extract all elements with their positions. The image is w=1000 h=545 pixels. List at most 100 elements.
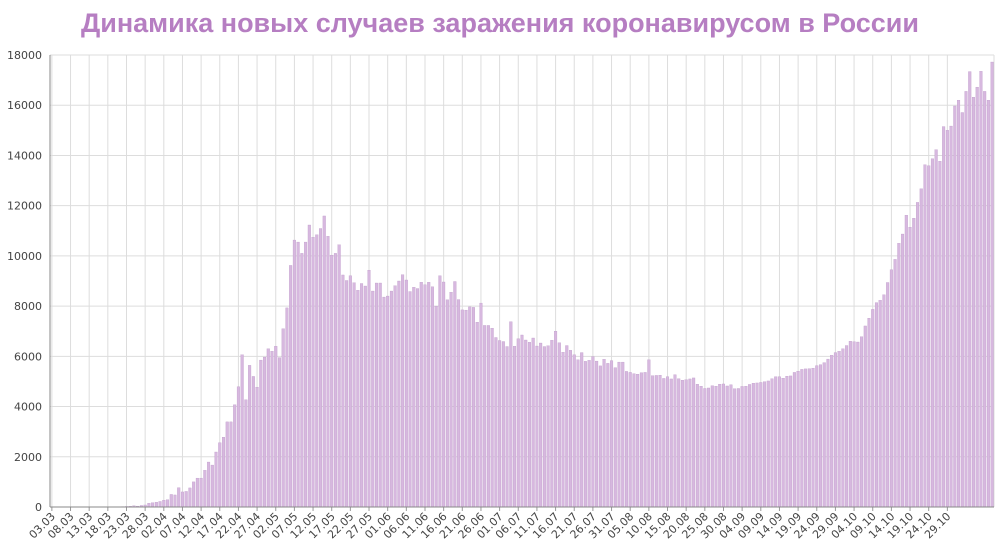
bar [535, 345, 539, 508]
bar [412, 287, 416, 508]
bar [919, 188, 923, 508]
bar [874, 302, 878, 508]
bar [513, 346, 517, 508]
bar [367, 270, 371, 508]
bar [404, 279, 408, 508]
bar [990, 61, 994, 508]
bar [445, 299, 449, 508]
bar [557, 342, 561, 508]
bar [938, 161, 942, 508]
bar [457, 299, 461, 508]
bar [807, 368, 811, 508]
bar [401, 274, 405, 508]
bar [763, 381, 767, 508]
bar [930, 158, 934, 508]
bar [721, 383, 725, 508]
bar [707, 387, 711, 508]
bar [352, 282, 356, 508]
bar [184, 491, 188, 508]
bar [486, 325, 490, 508]
bar [483, 325, 487, 508]
bar [733, 388, 737, 508]
bar [654, 375, 658, 508]
bar [636, 374, 640, 508]
bar [606, 363, 610, 508]
bar [912, 218, 916, 508]
bar [699, 386, 703, 508]
bar [598, 365, 602, 508]
bar [304, 241, 308, 508]
bar [751, 383, 755, 508]
bar [688, 378, 692, 508]
bar [423, 284, 427, 508]
bar [841, 348, 845, 508]
bar [554, 331, 558, 508]
bar [289, 265, 293, 508]
bar [677, 378, 681, 508]
bar [587, 360, 591, 508]
bar [154, 502, 158, 508]
bar [505, 346, 509, 508]
bar [617, 361, 621, 508]
bar [442, 281, 446, 508]
bar [673, 374, 677, 508]
bar [281, 328, 285, 508]
y-tick-label: 16000 [7, 99, 42, 112]
bar [233, 404, 237, 508]
bar [180, 491, 184, 508]
bar [363, 285, 367, 508]
bar [852, 341, 856, 508]
bar [789, 375, 793, 508]
bar [628, 372, 632, 508]
bar [684, 379, 688, 508]
bar [516, 338, 520, 508]
bar [277, 357, 281, 508]
bar [800, 369, 804, 508]
bar [345, 280, 349, 508]
bar [348, 275, 352, 508]
bar [662, 378, 666, 508]
bar [811, 367, 815, 508]
bar [248, 365, 252, 508]
bar [766, 380, 770, 508]
bar [830, 355, 834, 508]
bar [453, 281, 457, 508]
bar [203, 470, 207, 508]
bar [804, 368, 808, 508]
bar [501, 341, 505, 508]
bar [833, 352, 837, 508]
bar [565, 345, 569, 508]
bar [509, 321, 513, 508]
bar [397, 280, 401, 508]
bar [781, 378, 785, 508]
bar [658, 375, 662, 508]
bar [322, 215, 326, 508]
bar [643, 372, 647, 508]
bar [569, 350, 572, 508]
bar [927, 165, 931, 508]
bar [356, 290, 360, 508]
bar [889, 269, 893, 508]
bar [923, 164, 927, 508]
bar [274, 346, 278, 508]
bar [848, 341, 852, 508]
bar [285, 307, 289, 508]
bar [610, 360, 614, 508]
bar [225, 421, 229, 508]
bar [908, 227, 912, 508]
bar [162, 500, 166, 508]
bar [330, 254, 334, 508]
bar [251, 376, 255, 508]
bar [188, 487, 192, 508]
bar [263, 356, 267, 508]
bar [856, 341, 860, 508]
bar [770, 378, 774, 508]
bar [576, 359, 580, 508]
bar [460, 309, 464, 508]
bar [315, 234, 319, 508]
bar [199, 477, 203, 508]
bar [986, 100, 990, 508]
bar [785, 376, 789, 508]
bar [583, 361, 587, 508]
